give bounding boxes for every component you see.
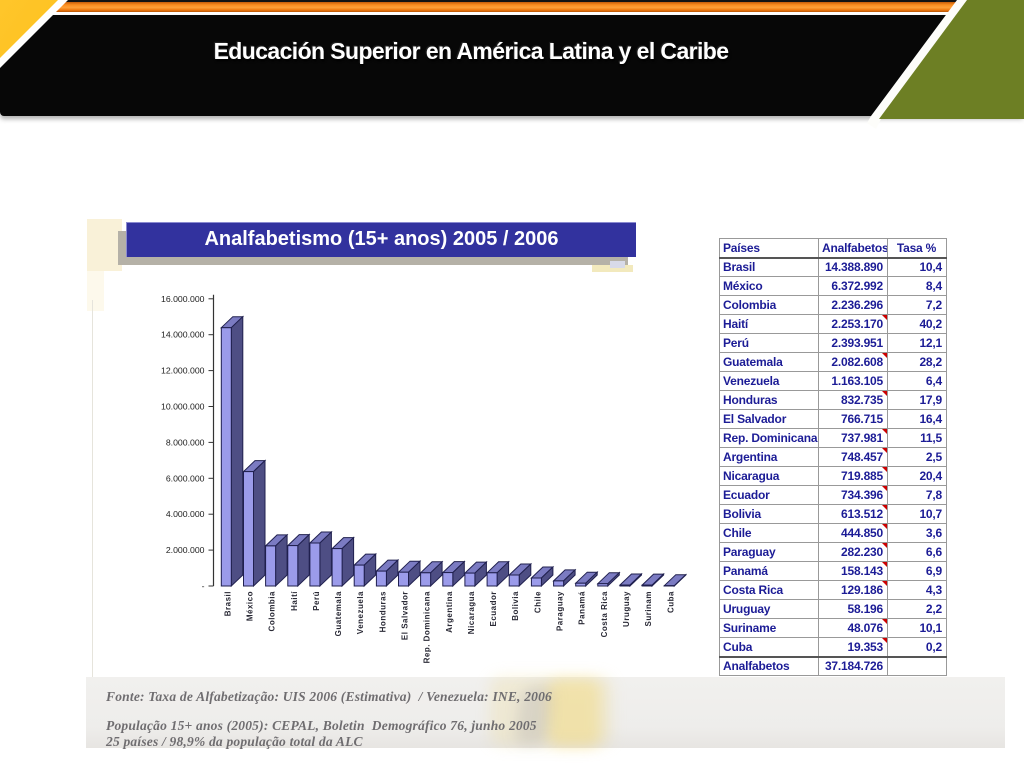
svg-text:2.000.000: 2.000.000 [166, 545, 205, 555]
svg-text:16.000.000: 16.000.000 [161, 294, 205, 304]
svg-text:Ecuador: Ecuador [489, 591, 498, 627]
svg-text:Nicaragua: Nicaragua [467, 591, 476, 634]
svg-text:Rep. Dominicana: Rep. Dominicana [423, 591, 432, 663]
svg-text:6.000.000: 6.000.000 [166, 473, 205, 483]
svg-text:Venezuela: Venezuela [356, 591, 365, 634]
svg-text:Colombia: Colombia [268, 591, 277, 631]
svg-text:Uruguay: Uruguay [622, 591, 631, 627]
svg-text:12.000.000: 12.000.000 [161, 366, 205, 376]
svg-text:Guatemala: Guatemala [334, 591, 343, 636]
svg-text:Cuba: Cuba [666, 591, 675, 613]
svg-text:Paraguay: Paraguay [556, 591, 565, 631]
svg-text:Honduras: Honduras [378, 591, 387, 632]
svg-text:Panamá: Panamá [578, 591, 587, 625]
svg-text:-: - [202, 581, 205, 591]
svg-text:10.000.000: 10.000.000 [161, 402, 205, 412]
svg-text:Haití: Haití [290, 591, 299, 611]
svg-text:Perú: Perú [312, 591, 321, 611]
svg-text:El Salvador: El Salvador [401, 591, 410, 640]
svg-text:Surinam: Surinam [644, 591, 653, 627]
svg-text:Argentina: Argentina [445, 591, 454, 633]
svg-text:8.000.000: 8.000.000 [166, 437, 205, 447]
svg-text:4.000.000: 4.000.000 [166, 509, 205, 519]
svg-text:México: México [246, 591, 255, 621]
svg-text:14.000.000: 14.000.000 [161, 330, 205, 340]
svg-text:Costa Rica: Costa Rica [600, 591, 609, 637]
svg-text:Bolivia: Bolivia [511, 591, 520, 621]
svg-text:Brasil: Brasil [223, 591, 232, 616]
svg-text:Chile: Chile [533, 591, 542, 613]
